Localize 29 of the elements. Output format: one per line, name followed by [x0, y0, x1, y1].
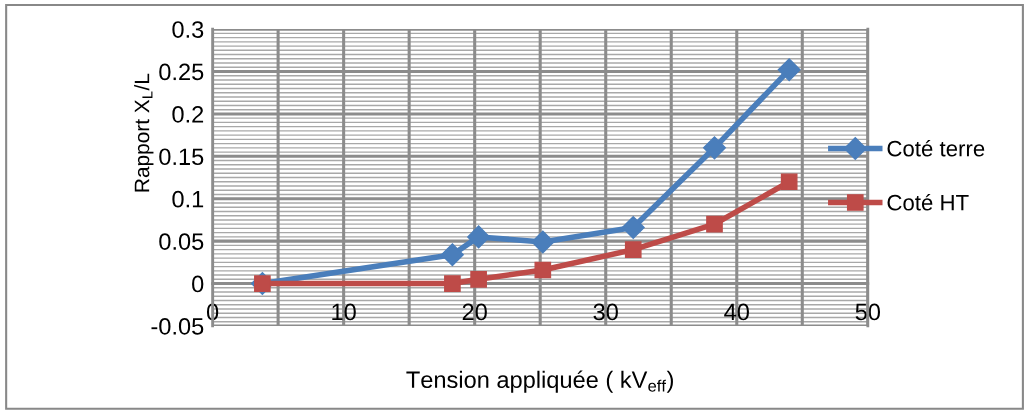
point [470, 270, 487, 288]
x-tick-label: 30 [593, 303, 618, 321]
point [534, 261, 552, 279]
y-tick-label: 0.1 [172, 190, 204, 208]
point [777, 58, 801, 82]
y-tick-label: 0.25 [159, 63, 204, 81]
point [440, 243, 464, 267]
y-tick-label: 0.2 [172, 105, 204, 123]
y-tick-label: -0.05 [151, 318, 204, 335]
x-tick-label: 10 [332, 303, 356, 321]
x-tick-label: 20 [462, 303, 487, 321]
y-tick-label: 0 [192, 275, 204, 293]
point [467, 225, 491, 249]
x-tick-label: 50 [855, 303, 881, 321]
y-tick-label: 0.3 [172, 21, 204, 38]
point [702, 136, 726, 160]
y-axis-title: Rapport X$_{L}$/L [134, 73, 154, 192]
legend-label: Coté HT [887, 193, 969, 211]
legend-label: Coté terre [887, 139, 985, 157]
y-tick-label: 0.15 [159, 148, 204, 166]
point [624, 241, 642, 258]
x-axis-title: Tension appliquée ( kV$_{eff}$) [406, 370, 673, 393]
point [444, 275, 461, 292]
point [531, 230, 555, 254]
y-tick-label: 0.05 [159, 233, 204, 250]
point [706, 215, 723, 233]
x-tick-label: 40 [724, 303, 749, 321]
point [780, 173, 798, 191]
point [621, 216, 645, 240]
